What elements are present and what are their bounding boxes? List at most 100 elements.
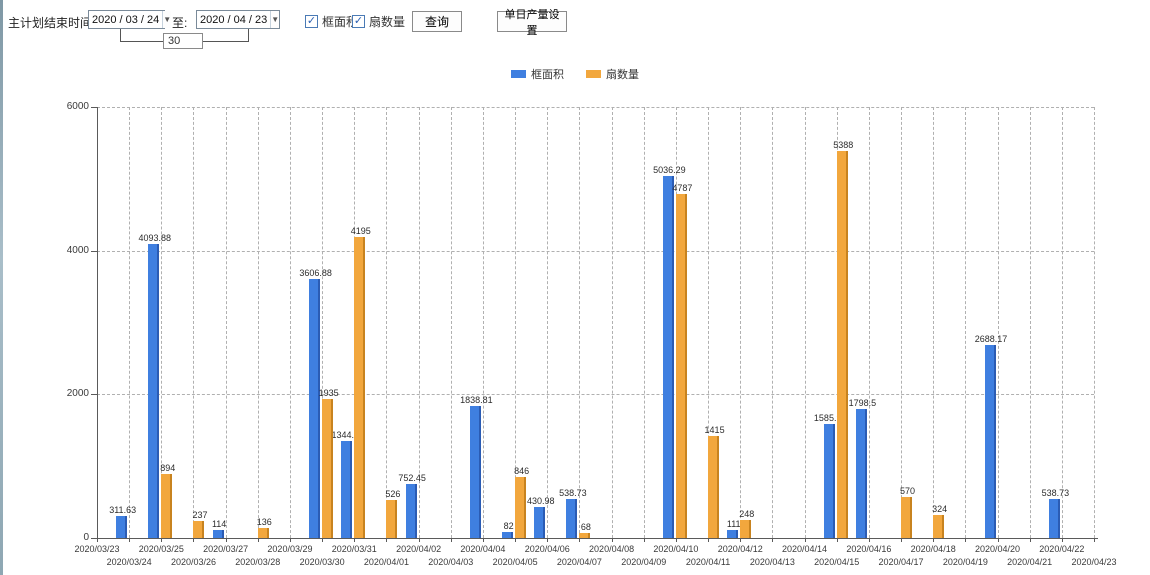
bar-value-label: 2688.17: [974, 333, 1008, 344]
gridline-vertical: [354, 107, 356, 538]
x-axis-tick: [933, 538, 935, 542]
gridline-vertical: [547, 107, 549, 538]
fan-count-bar: [386, 500, 398, 538]
gridline-vertical: [193, 107, 195, 538]
x-axis-tick: [804, 538, 806, 542]
y-axis-label: 6000: [66, 101, 89, 112]
bar-value-label: 1935: [318, 388, 339, 398]
bar-value-label: 526: [385, 489, 401, 500]
date-to-value[interactable]: 2020 / 04 / 23: [200, 13, 268, 26]
legend-item[interactable]: 扇数量: [586, 66, 639, 82]
fan-count-bar: [193, 520, 205, 538]
frame-area-bar: [662, 176, 674, 538]
x-axis-label: 2020/04/07: [556, 557, 602, 567]
daily-output-settings-button[interactable]: 单日产量设置: [497, 9, 567, 37]
chevron-down-icon[interactable]: ▼: [162, 11, 172, 28]
gridline-vertical: [708, 107, 710, 538]
bar-value-label: 324: [932, 503, 948, 514]
date-from-picker[interactable]: 2020 / 03 / 24 ▼: [88, 10, 172, 29]
bar-value-label: 1415: [704, 425, 725, 436]
x-axis-label: 2020/04/09: [621, 557, 667, 567]
x-axis-tick: [965, 538, 967, 542]
y-axis-label: 0: [83, 532, 89, 543]
gridline-vertical: [322, 107, 324, 538]
frame-area-bar: [823, 424, 835, 538]
gridline-horizontal: [97, 250, 1094, 252]
bar-value-label: 846: [514, 466, 530, 477]
gridline-vertical: [418, 107, 420, 538]
fan-count-bar: [740, 520, 752, 538]
x-axis-tick: [225, 538, 227, 542]
checked-checkbox-icon[interactable]: ✓: [305, 15, 318, 28]
frame-area-bar: [148, 243, 160, 538]
gridline-vertical: [289, 107, 291, 538]
x-axis-tick: [1061, 538, 1063, 542]
y-axis-line: [97, 107, 98, 538]
gridline-vertical: [611, 107, 613, 538]
bar-value-label: 1838.81: [460, 394, 493, 405]
date-to-picker[interactable]: 2020 / 04 / 23 ▼: [196, 10, 280, 29]
x-axis-tick: [836, 538, 838, 542]
frame-area-bar: [405, 483, 417, 538]
gridline-vertical: [225, 107, 227, 538]
fan-count-bar: [836, 150, 848, 538]
frame-area-bar: [212, 529, 224, 538]
x-axis-tick: [322, 538, 324, 542]
x-axis-label: 2020/03/30: [299, 557, 345, 567]
checkbox-frame-area[interactable]: ✓ 框面积: [305, 13, 358, 30]
x-axis-label: 2020/04/06: [524, 544, 570, 554]
bar-value-label: 752.45: [398, 472, 426, 483]
gridline-vertical: [933, 107, 935, 538]
x-axis-label: 2020/04/22: [1039, 544, 1085, 554]
frame-area-bar: [502, 532, 514, 538]
bar-value-label: 237: [192, 509, 208, 520]
checkbox-fan-count-label: 扇数量: [369, 15, 406, 29]
frame-area-bar: [1048, 499, 1060, 538]
chevron-down-icon[interactable]: ▼: [270, 11, 280, 28]
gridline-vertical: [675, 107, 677, 538]
x-axis-label: 2020/04/16: [846, 544, 892, 554]
fan-count-bar: [675, 194, 687, 538]
x-axis-tick: [643, 538, 645, 542]
legend-label: 扇数量: [606, 69, 639, 81]
x-axis-tick: [740, 538, 742, 542]
gridline-vertical: [450, 107, 452, 538]
frame-area-bar: [984, 344, 996, 538]
fan-count-bar: [515, 477, 527, 538]
x-axis-label: 2020/04/15: [814, 557, 860, 567]
x-axis-label: 2020/03/24: [106, 557, 152, 567]
y-axis-tick: [91, 394, 97, 396]
checked-checkbox-icon[interactable]: ✓: [352, 15, 365, 28]
fan-count-bar: [161, 473, 173, 538]
gridline-vertical: [1094, 107, 1095, 538]
x-axis-tick: [611, 538, 613, 542]
x-axis-label: 2020/03/31: [331, 544, 377, 554]
bar-value-label: 430.98: [526, 496, 555, 507]
checkbox-fan-count[interactable]: ✓ 扇数量: [352, 13, 405, 30]
frame-area-bar: [534, 507, 546, 538]
bar-value-label: 5388: [833, 139, 854, 150]
bar-value-label: 311.63: [109, 504, 137, 515]
query-button[interactable]: 查询: [412, 11, 462, 32]
gridline-vertical: [482, 107, 484, 538]
x-axis-label: 2020/04/11: [685, 557, 731, 567]
frame-area-bar: [566, 499, 578, 538]
frame-area-bar: [469, 405, 481, 538]
gridline-vertical: [515, 107, 517, 538]
interval-days-input[interactable]: 30: [163, 33, 203, 49]
x-axis-label: 2020/04/05: [492, 557, 538, 567]
y-axis-tick: [91, 538, 97, 539]
x-axis-tick: [97, 538, 98, 542]
x-axis-label: 2020/04/14: [782, 544, 828, 554]
gridline-vertical: [257, 107, 259, 538]
x-axis-label: 2020/04/03: [428, 557, 474, 567]
bar-value-label: 136: [256, 517, 272, 528]
x-axis-tick: [579, 538, 581, 542]
gridline-vertical: [643, 107, 645, 538]
date-from-value[interactable]: 2020 / 03 / 24: [92, 13, 160, 26]
legend-item[interactable]: 框面积: [511, 66, 564, 82]
x-axis-tick: [772, 538, 774, 542]
gridline-vertical: [386, 107, 388, 538]
y-axis-tick: [91, 107, 97, 108]
gridline-vertical: [965, 107, 967, 538]
